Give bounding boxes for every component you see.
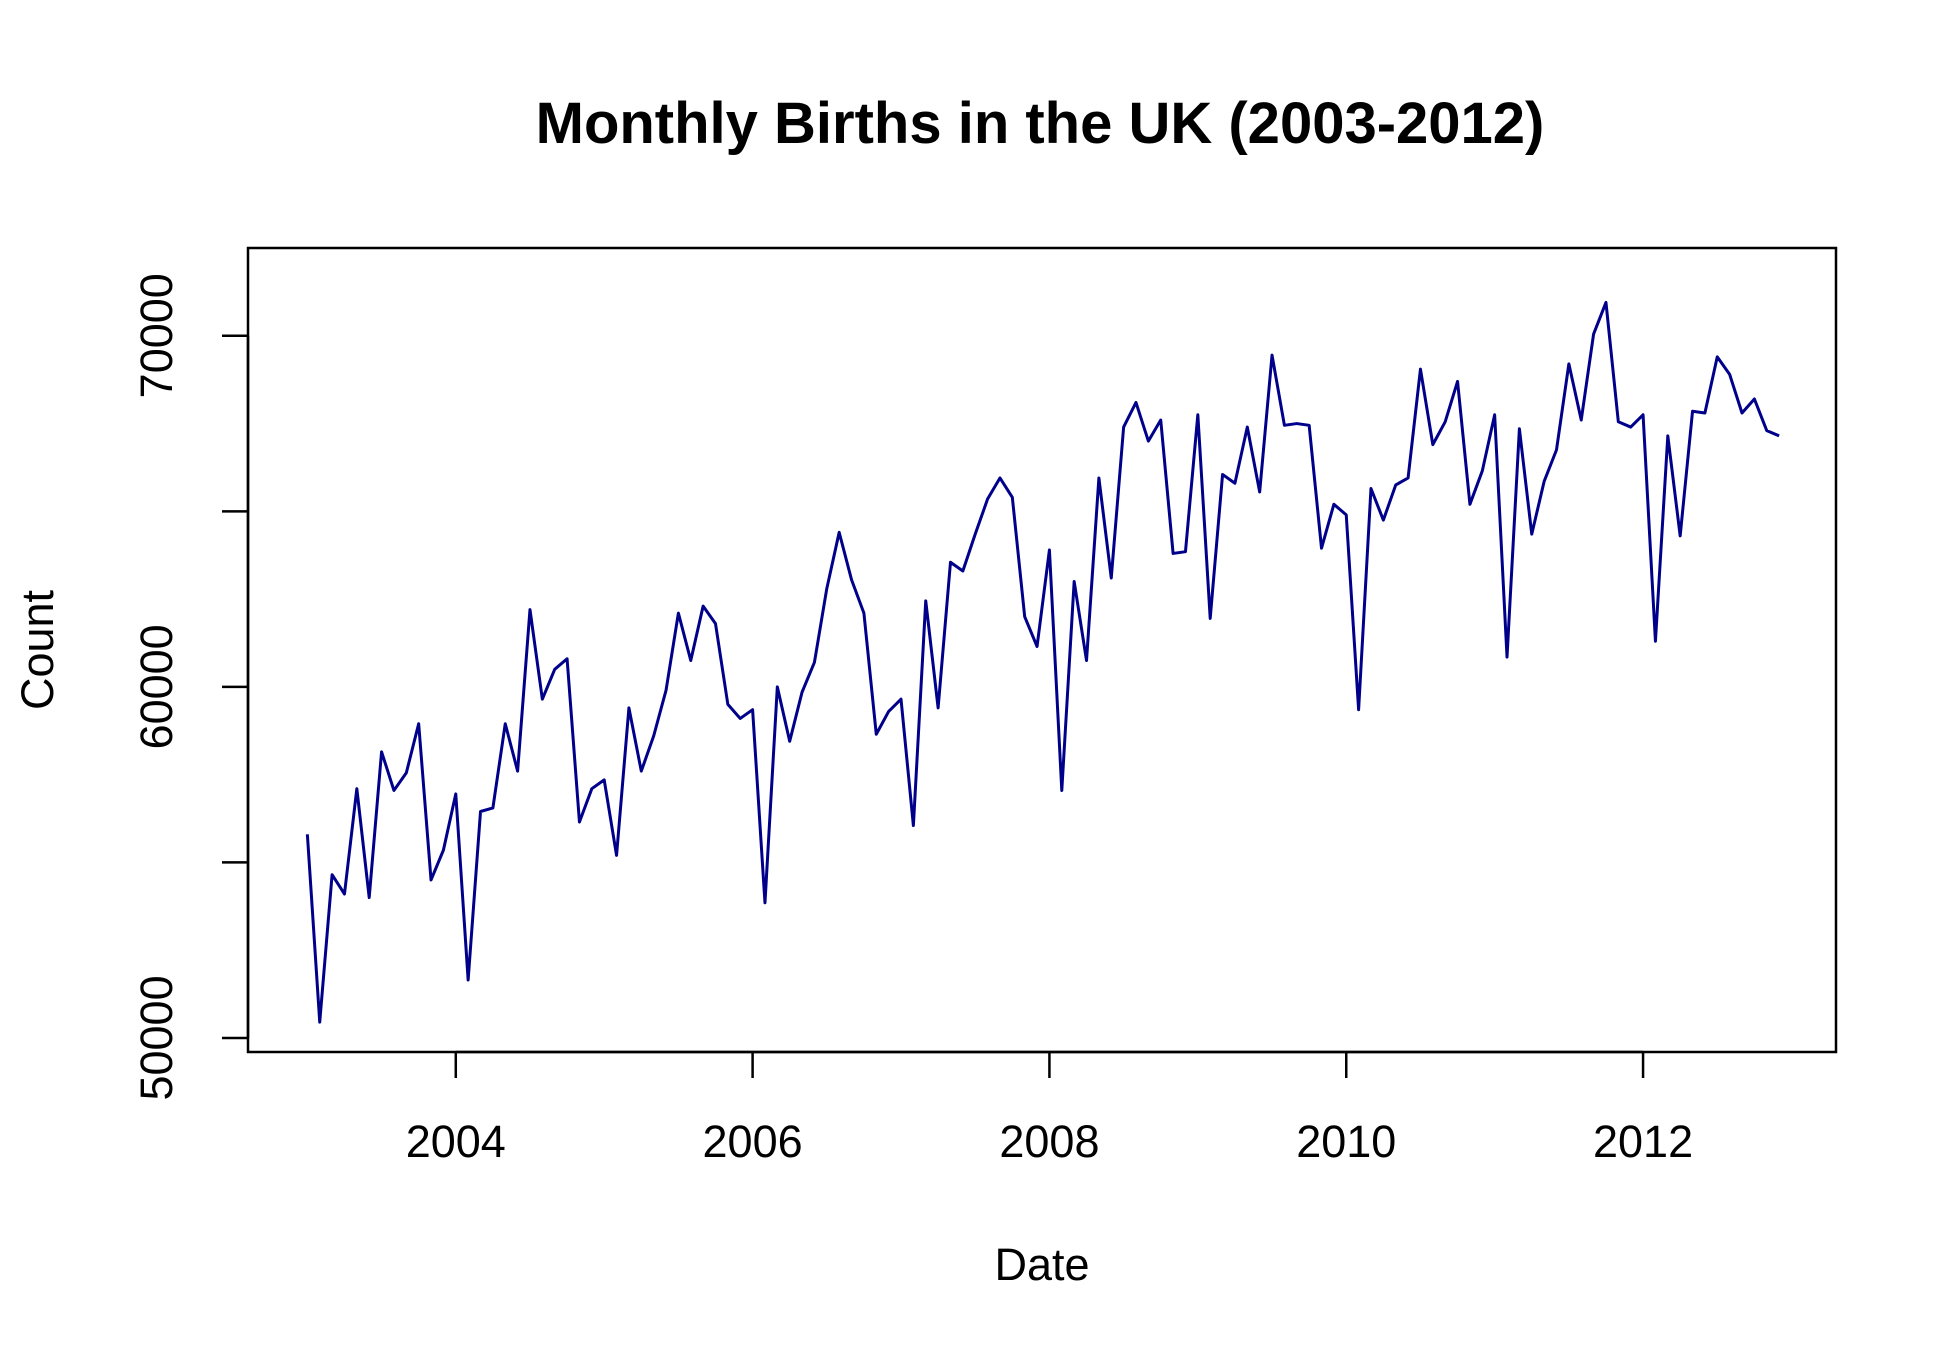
y-tick-label: 70000 <box>131 273 182 398</box>
plot-frame <box>246 246 1838 1054</box>
x-tick-label: 2012 <box>1593 1116 1693 1167</box>
y-tick-label: 50000 <box>131 975 182 1100</box>
x-tick-label: 2010 <box>1296 1116 1396 1167</box>
series-layer <box>305 300 1780 1024</box>
x-axis-label: Date <box>994 1239 1089 1290</box>
x-tick-label: 2008 <box>999 1116 1099 1167</box>
x-axis: 2004 2006 2008 2010 2012 <box>406 1050 1693 1167</box>
series-line <box>305 300 1780 1024</box>
chart-title: Monthly Births in the UK (2003-2012) <box>536 91 1545 156</box>
y-axis: 50000 60000 70000 <box>131 273 250 1101</box>
x-tick-label: 2004 <box>406 1116 506 1167</box>
y-tick-label: 60000 <box>131 624 182 749</box>
y-axis-label: Count <box>12 589 63 710</box>
x-tick-label: 2006 <box>703 1116 803 1167</box>
